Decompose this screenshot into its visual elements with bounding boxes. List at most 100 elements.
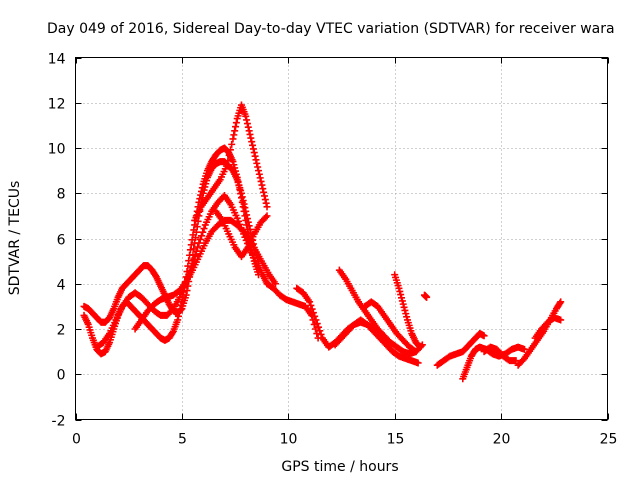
data-point <box>557 298 565 306</box>
x-axis-label: GPS time / hours <box>281 459 398 475</box>
data-point <box>254 163 262 171</box>
data-point <box>192 234 200 242</box>
y-tick-label: 4 <box>57 278 66 294</box>
x-tick-label: 10 <box>280 432 298 448</box>
data-point <box>313 320 321 328</box>
gridlines <box>75 57 608 420</box>
data-point <box>306 298 314 306</box>
data-point <box>182 291 190 299</box>
data-point <box>414 359 422 367</box>
data-point <box>246 130 254 138</box>
data-point <box>415 342 423 350</box>
data-point <box>252 156 260 164</box>
data-point <box>224 157 232 165</box>
data-point <box>230 161 238 169</box>
data-point <box>416 343 424 351</box>
data-point <box>256 174 264 182</box>
data-point <box>556 299 564 307</box>
data-point <box>194 217 202 225</box>
data-point <box>229 135 237 143</box>
data-point <box>195 239 203 247</box>
data-point <box>261 196 269 204</box>
data-point <box>199 189 207 197</box>
data-point <box>423 293 431 301</box>
data-point <box>403 313 411 321</box>
data-point <box>521 345 529 353</box>
x-tick-label: 0 <box>72 432 81 448</box>
x-tick-label: 20 <box>493 432 511 448</box>
data-point <box>249 141 257 149</box>
data-point <box>245 222 253 230</box>
data-point <box>311 312 319 320</box>
data-point <box>398 294 406 302</box>
data-point <box>244 218 252 226</box>
data-point <box>480 332 488 340</box>
chart-title: Day 049 of 2016, Sidereal Day-to-day VTE… <box>47 21 615 37</box>
axis-ticks <box>75 57 609 421</box>
data-point <box>232 119 240 127</box>
data-point <box>201 183 209 191</box>
data-point <box>262 199 270 207</box>
data-point <box>238 193 246 201</box>
data-point <box>194 243 202 251</box>
data-point <box>312 316 320 324</box>
y-tick-label: 10 <box>48 142 66 158</box>
data-point <box>244 123 252 131</box>
data-point <box>200 225 208 233</box>
data-point <box>186 246 194 254</box>
data-point <box>315 323 323 331</box>
data-point <box>243 120 251 128</box>
data-points <box>80 101 565 383</box>
data-point <box>512 357 520 365</box>
data-point <box>197 232 205 240</box>
data-point <box>308 305 316 313</box>
y-tick-label: 6 <box>57 233 66 249</box>
data-point <box>412 348 420 356</box>
data-point <box>400 303 408 311</box>
data-point <box>241 204 249 212</box>
data-point <box>193 223 201 231</box>
data-point <box>239 196 247 204</box>
data-point <box>401 306 409 314</box>
y-axis-label: SDTVAR / TECUs <box>7 181 23 296</box>
data-point <box>231 127 239 135</box>
data-point <box>240 200 248 208</box>
data-point <box>260 192 268 200</box>
data-point <box>168 306 176 314</box>
data-point <box>259 185 267 193</box>
data-point <box>177 306 185 314</box>
data-point <box>169 329 177 337</box>
data-point <box>196 235 204 243</box>
data-point <box>263 203 271 211</box>
data-point <box>397 291 405 299</box>
data-point <box>228 140 236 148</box>
data-point <box>263 212 271 220</box>
data-point <box>317 330 325 338</box>
data-point <box>242 112 250 120</box>
data-point <box>249 145 257 153</box>
data-point <box>247 229 255 237</box>
x-tick-label: 5 <box>178 432 187 448</box>
data-point <box>226 146 234 154</box>
data-point <box>395 284 403 292</box>
data-point <box>200 186 208 194</box>
data-point <box>233 214 241 222</box>
data-point <box>402 310 410 318</box>
data-point <box>396 287 404 295</box>
data-point <box>243 116 251 124</box>
data-point <box>258 181 266 189</box>
data-point <box>243 215 251 223</box>
data-point <box>243 211 251 219</box>
data-point <box>191 251 199 259</box>
data-point <box>199 228 207 236</box>
plot-frame <box>75 57 608 420</box>
x-tick-labels: 0 5 10 15 20 25 <box>72 432 617 448</box>
data-point <box>316 327 324 335</box>
x-tick-label: 25 <box>600 432 618 448</box>
y-tick-label: 0 <box>57 368 66 384</box>
data-point <box>262 213 270 221</box>
data-point <box>399 300 407 308</box>
data-point <box>223 162 231 170</box>
data-point <box>202 180 210 188</box>
